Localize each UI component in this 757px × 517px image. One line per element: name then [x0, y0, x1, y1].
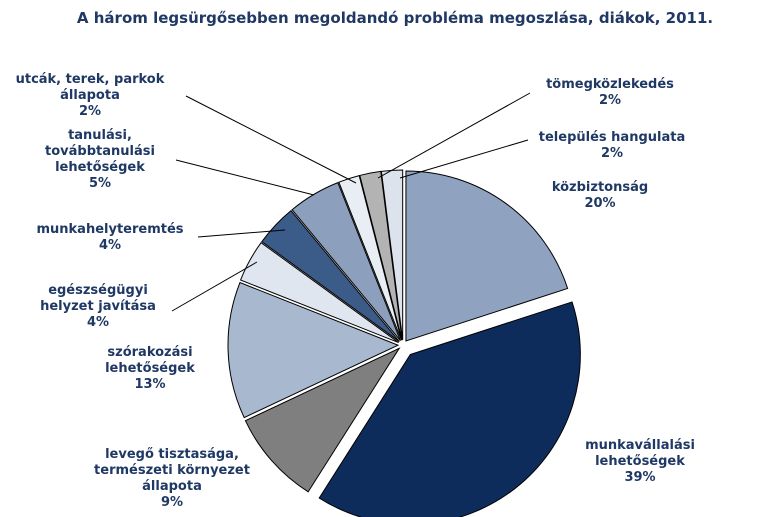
slice-label: munkavállalási lehetőségek39% — [575, 438, 705, 486]
chart-title: A három legsürgősebben megoldandó problé… — [40, 8, 750, 28]
category-label: munkahelyteremtés — [25, 222, 195, 238]
category-label: levegő tisztasága, természeti környezet … — [82, 447, 262, 495]
slice-label: tömegközlekedés2% — [530, 77, 690, 109]
slice-label: szórakozási lehetőségek13% — [95, 345, 205, 393]
slice-label: munkahelyteremtés4% — [25, 222, 195, 254]
leader-line — [400, 140, 528, 178]
slice-label: közbiztonság20% — [535, 180, 665, 212]
value-label: 4% — [28, 315, 168, 331]
value-label: 9% — [82, 495, 262, 511]
slice-label: tanulási, továbbtanulási lehetőségek5% — [25, 128, 175, 192]
category-label: tömegközlekedés — [530, 77, 690, 93]
category-label: tanulási, továbbtanulási lehetőségek — [25, 128, 175, 176]
value-label: 2% — [0, 104, 180, 120]
category-label: egészségügyi helyzet javítása — [28, 283, 168, 315]
value-label: 2% — [530, 93, 690, 109]
slice-label: utcák, terek, parkok állapota2% — [0, 72, 180, 120]
value-label: 2% — [527, 146, 697, 162]
leader-line — [186, 96, 356, 183]
slice-label: település hangulata2% — [527, 130, 697, 162]
slice-label: egészségügyi helyzet javítása4% — [28, 283, 168, 331]
category-label: közbiztonság — [535, 180, 665, 196]
category-label: település hangulata — [527, 130, 697, 146]
leader-line — [378, 93, 530, 178]
value-label: 5% — [25, 176, 175, 192]
value-label: 20% — [535, 196, 665, 212]
category-label: utcák, terek, parkok állapota — [0, 72, 180, 104]
chart: A három legsürgősebben megoldandó problé… — [0, 0, 757, 517]
slice-label: levegő tisztasága, természeti környezet … — [82, 447, 262, 511]
category-label: munkavállalási lehetőségek — [575, 438, 705, 470]
leader-line — [176, 160, 314, 195]
value-label: 4% — [25, 238, 195, 254]
category-label: szórakozási lehetőségek — [95, 345, 205, 377]
value-label: 39% — [575, 470, 705, 486]
value-label: 13% — [95, 377, 205, 393]
